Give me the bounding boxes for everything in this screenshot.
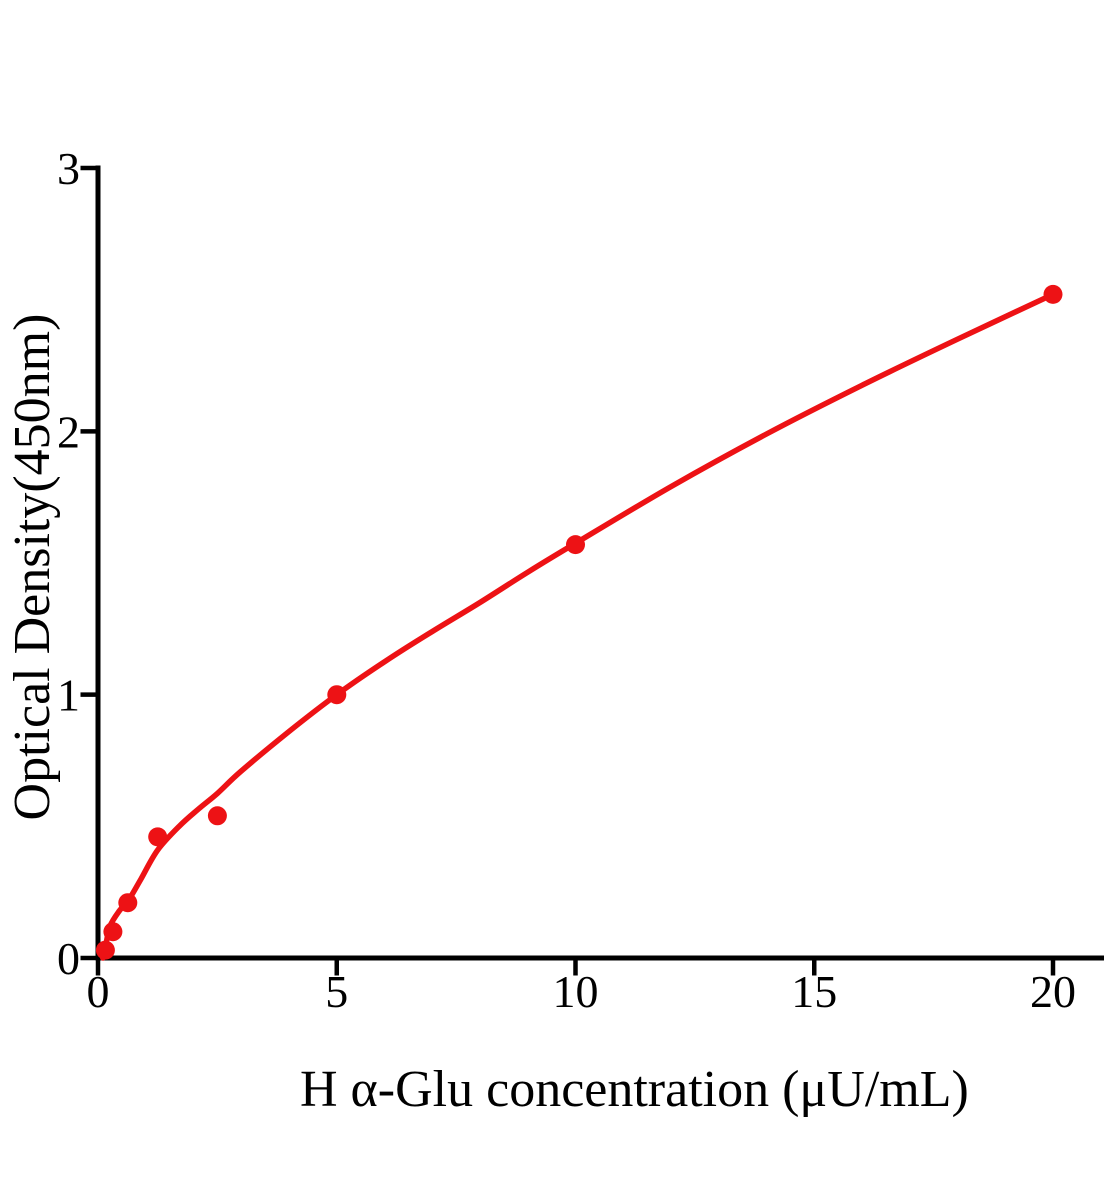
x-tick-label: 10 bbox=[553, 966, 599, 1017]
data-point bbox=[118, 893, 138, 913]
data-point bbox=[148, 827, 168, 847]
data-point bbox=[327, 685, 347, 705]
data-point bbox=[103, 922, 123, 942]
y-tick-label: 1 bbox=[57, 670, 80, 721]
x-tick-label: 20 bbox=[1030, 966, 1076, 1017]
y-tick-label: 3 bbox=[57, 143, 80, 194]
x-axis-title: H α-Glu concentration (μU/mL) bbox=[300, 1061, 969, 1118]
y-tick-label: 0 bbox=[57, 933, 80, 984]
y-axis-title: Optical Density(450nm) bbox=[4, 313, 61, 821]
x-tick-label: 5 bbox=[325, 966, 348, 1017]
x-tick-label: 15 bbox=[791, 966, 837, 1017]
data-point bbox=[207, 806, 227, 826]
x-tick-label: 0 bbox=[87, 966, 110, 1017]
data-point bbox=[1043, 284, 1063, 304]
y-tick-label: 2 bbox=[57, 406, 80, 457]
data-point bbox=[95, 940, 115, 960]
fit-curve bbox=[100, 291, 1056, 961]
data-point bbox=[566, 535, 585, 555]
